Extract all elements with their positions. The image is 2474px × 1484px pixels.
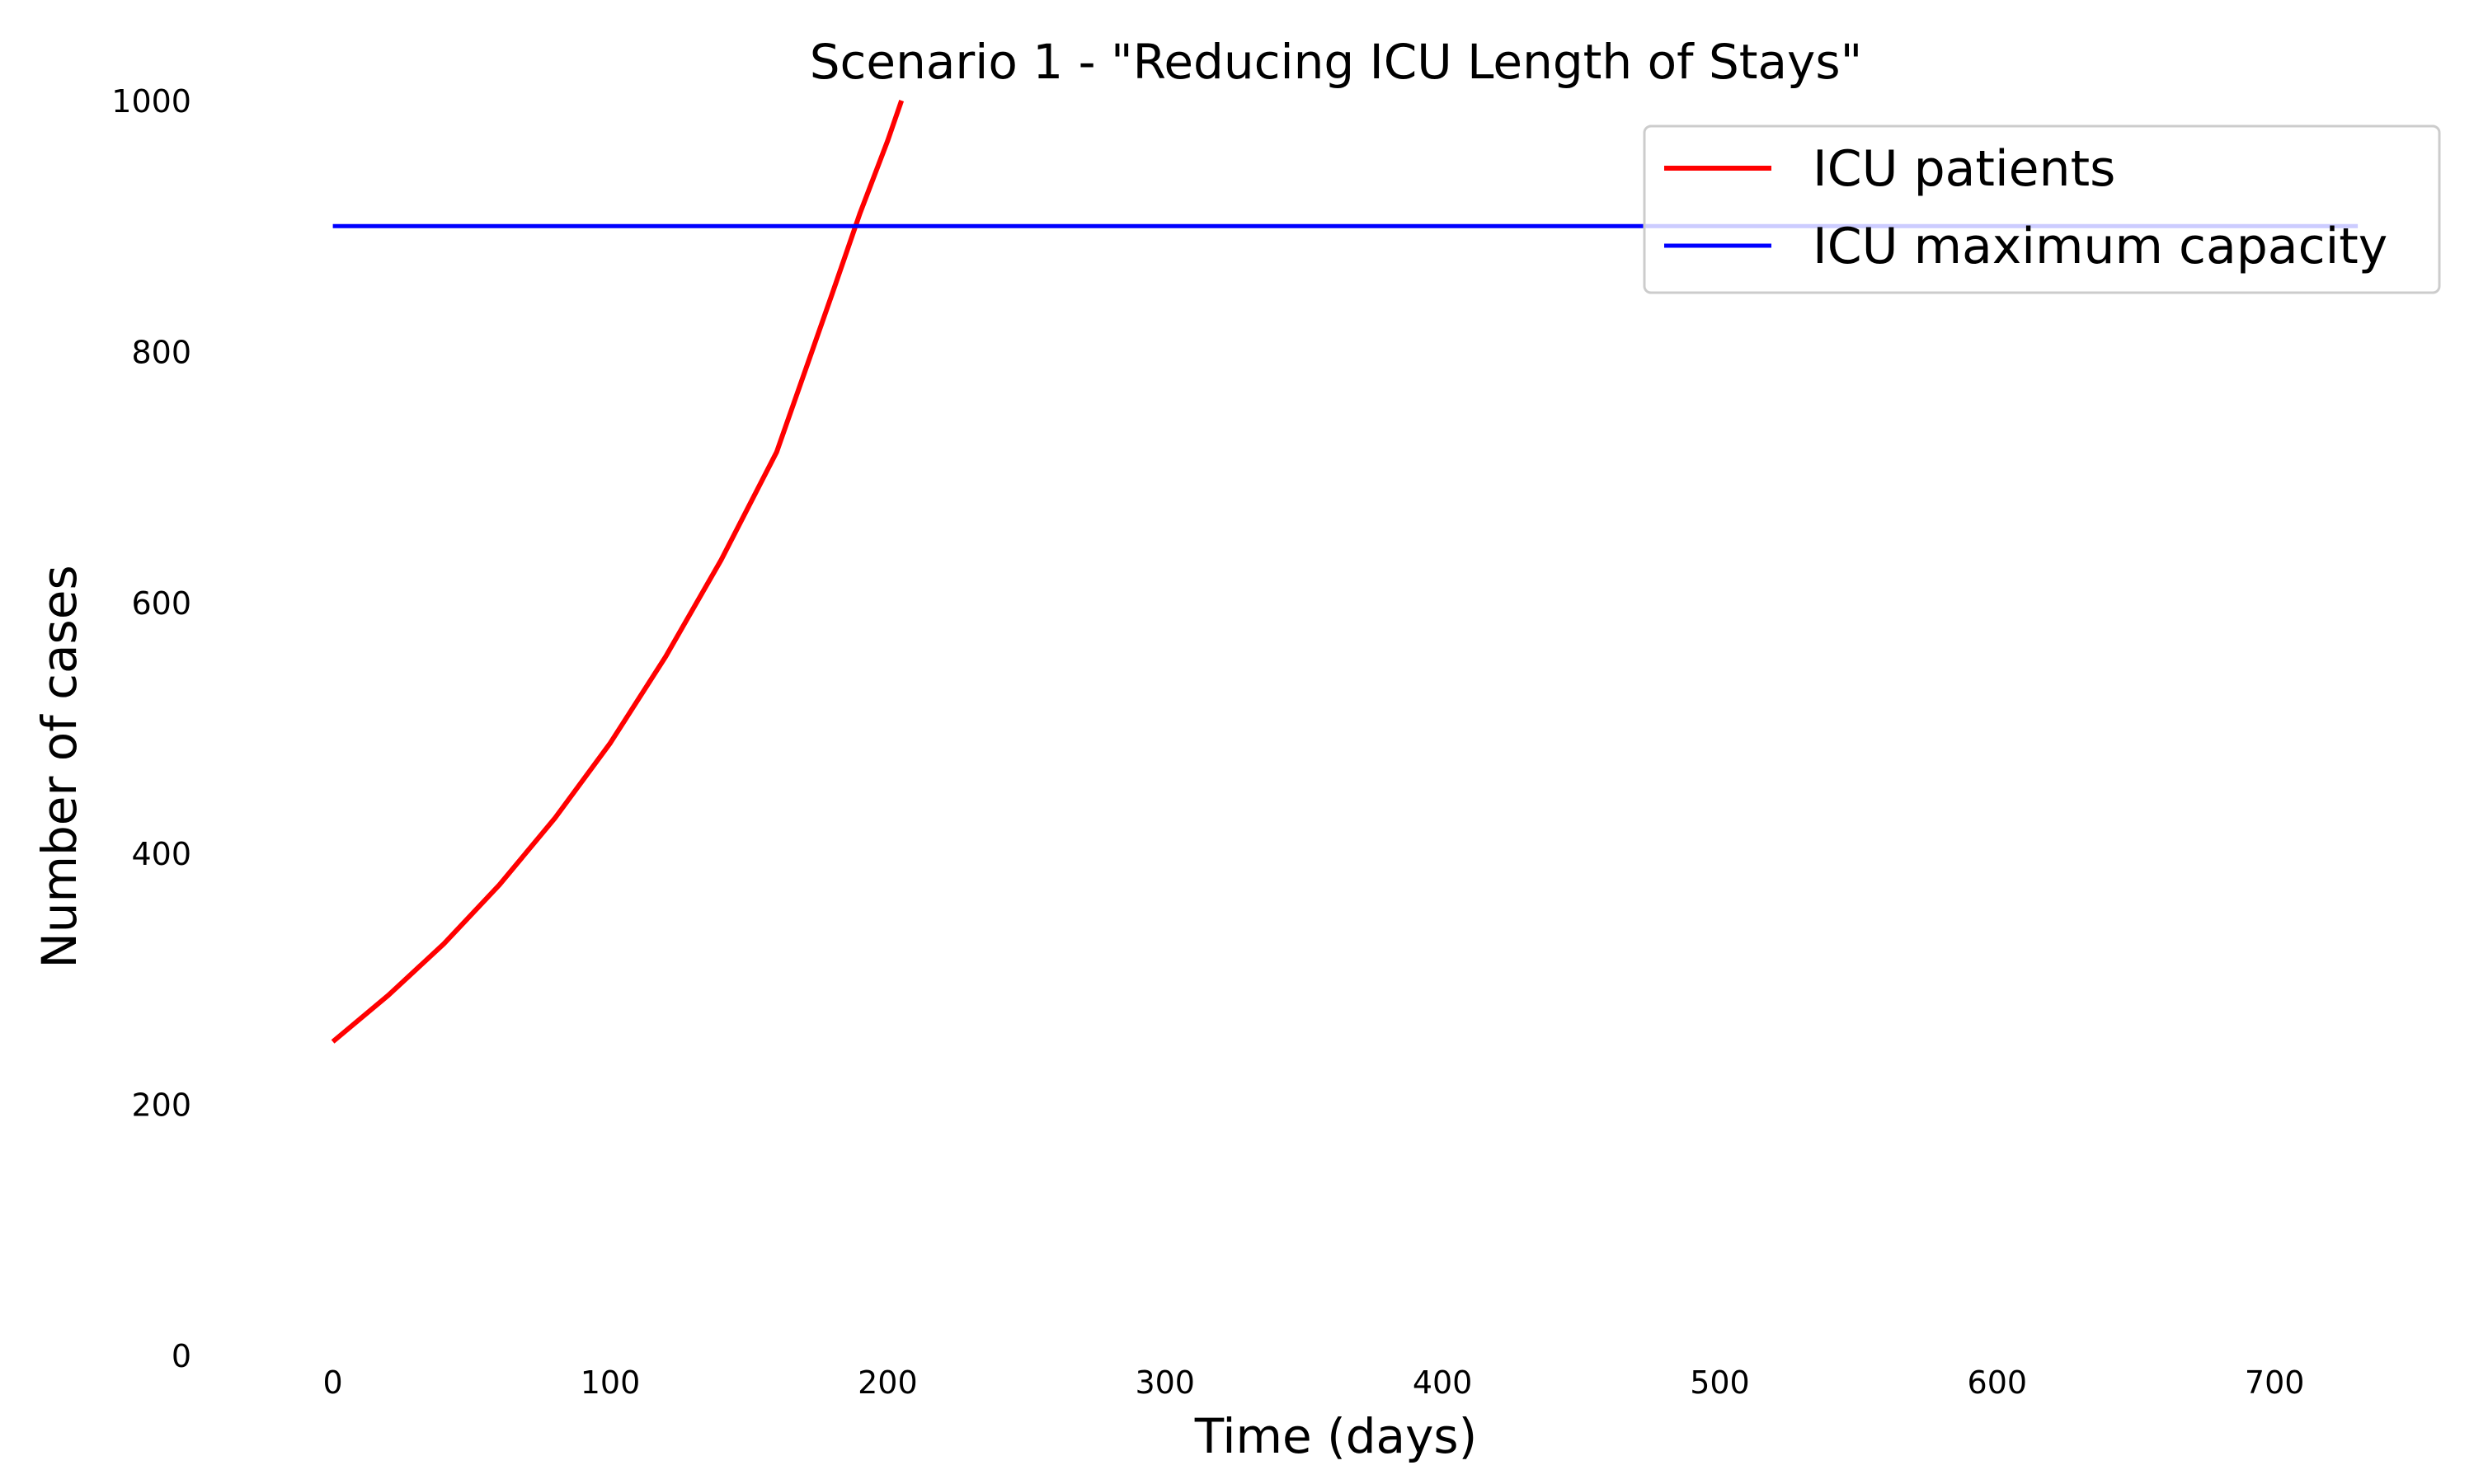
x-tick-label: 500 <box>1690 1364 1750 1401</box>
y-tick-label: 400 <box>131 836 191 872</box>
x-tick-label: 300 <box>1135 1364 1195 1401</box>
y-axis-ticks: 0 200 400 600 800 1000 <box>111 83 191 1374</box>
x-tick-label: 700 <box>2245 1364 2305 1401</box>
series-line-icu-patients <box>331 100 905 1044</box>
x-axis-label: Time (days) <box>1194 1408 1478 1464</box>
y-tick-label: 800 <box>131 334 191 370</box>
legend: ICU patients ICU maximum capacity <box>1643 124 2441 294</box>
legend-label: ICU maximum capacity <box>1813 218 2387 275</box>
x-tick-label: 600 <box>1968 1364 2028 1401</box>
y-axis-label: Number of cases <box>31 565 87 968</box>
y-tick-label: 200 <box>131 1087 191 1124</box>
x-tick-label: 0 <box>323 1364 343 1401</box>
y-tick-label: 600 <box>131 585 191 622</box>
x-tick-label: 200 <box>858 1364 918 1401</box>
x-tick-label: 400 <box>1413 1364 1473 1401</box>
x-tick-label: 100 <box>581 1364 641 1401</box>
y-tick-label: 1000 <box>111 83 191 120</box>
legend-label: ICU patients <box>1813 140 2115 198</box>
x-axis-ticks: 0 100 200 300 400 500 600 700 <box>323 1364 2305 1401</box>
chart-title: Scenario 1 - "Reducing ICU Length of Sta… <box>810 34 1863 90</box>
y-tick-label: 0 <box>172 1338 191 1374</box>
legend-frame <box>1643 124 2441 294</box>
